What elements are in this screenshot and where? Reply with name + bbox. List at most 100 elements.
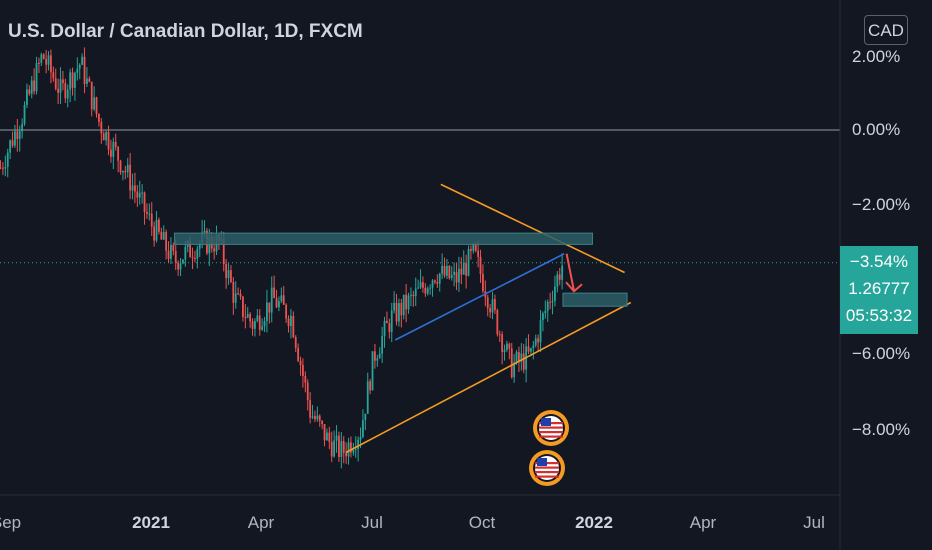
- candle: [302, 358, 304, 388]
- candle: [261, 318, 264, 331]
- currency-button[interactable]: CAD: [864, 15, 908, 45]
- candle: [470, 245, 472, 260]
- candle: [69, 68, 72, 103]
- candle: [78, 63, 81, 80]
- candle: [496, 308, 499, 337]
- candle: [30, 75, 33, 99]
- candle: [458, 256, 460, 292]
- price-axis-label: 0.00%: [852, 120, 901, 139]
- candle: [136, 185, 139, 207]
- candle: [35, 56, 38, 95]
- us-flag-event-icon[interactable]: [533, 410, 569, 446]
- candle: [441, 253, 444, 279]
- candle: [431, 279, 434, 297]
- current-price-tag: −3.54% 1.26777 05:53:32: [840, 246, 918, 334]
- candle: [177, 260, 180, 276]
- candle: [393, 291, 396, 314]
- candle: [86, 67, 88, 88]
- candle: [107, 125, 110, 156]
- resistance-zone[interactable]: [173, 232, 594, 245]
- candle: [148, 203, 151, 221]
- candle: [539, 310, 542, 353]
- candle: [16, 119, 19, 152]
- candle: [491, 291, 494, 320]
- candle: [316, 406, 319, 422]
- ascending-trendline[interactable]: [345, 301, 632, 454]
- descending-trendline[interactable]: [440, 183, 625, 274]
- chart-title: U.S. Dollar / Canadian Dollar, 1D, FXCM: [8, 21, 363, 42]
- candle: [38, 57, 40, 74]
- candle: [54, 68, 57, 91]
- candle: [11, 131, 14, 148]
- candle: [518, 346, 520, 373]
- candle: [88, 76, 91, 83]
- candle: [81, 53, 84, 66]
- candle: [369, 378, 372, 395]
- candle: [263, 316, 266, 333]
- candle: [383, 316, 386, 348]
- candle: [297, 343, 300, 363]
- axes-layer: [0, 0, 841, 550]
- candle: [194, 250, 196, 263]
- candle: [381, 326, 384, 363]
- candle: [506, 340, 508, 352]
- bar-countdown: 05:53:32: [845, 306, 913, 325]
- candle: [537, 334, 540, 351]
- candle: [100, 118, 103, 144]
- candle: [299, 356, 302, 376]
- time-axis-label: Apr: [689, 513, 717, 532]
- candle: [321, 420, 324, 430]
- us-flag-event-icon[interactable]: [529, 450, 565, 486]
- channel-line[interactable]: [394, 253, 565, 341]
- candle: [42, 53, 45, 60]
- candle: [410, 287, 412, 307]
- price-axis-label: −2.00%: [852, 195, 911, 214]
- candle: [527, 334, 530, 355]
- candle: [0, 160, 2, 170]
- support-zone[interactable]: [562, 292, 628, 307]
- candle: [162, 225, 165, 241]
- candle: [40, 52, 43, 66]
- down-arrow-icon[interactable]: [565, 253, 583, 293]
- drawings-layer[interactable]: [173, 183, 632, 486]
- candle: [172, 242, 175, 256]
- candle: [335, 425, 338, 453]
- candle: [503, 344, 506, 361]
- candle: [143, 191, 146, 225]
- candle: [246, 306, 249, 319]
- candle: [134, 172, 136, 204]
- candle: [292, 311, 295, 339]
- candle: [244, 304, 247, 329]
- candle: [326, 428, 328, 441]
- candle: [126, 157, 129, 178]
- candle: [366, 372, 369, 414]
- candle: [556, 271, 559, 293]
- candle: [184, 241, 187, 267]
- candle: [234, 281, 237, 309]
- candle: [446, 258, 448, 280]
- price-axis-label: −8.00%: [852, 420, 911, 439]
- candle: [14, 124, 16, 148]
- candle: [467, 245, 470, 277]
- candle: [486, 294, 489, 317]
- candle: [386, 311, 388, 324]
- candle: [275, 289, 278, 309]
- candle: [510, 342, 513, 379]
- candle: [479, 249, 482, 283]
- candle: [494, 294, 496, 314]
- candle: [453, 262, 456, 287]
- candle: [129, 153, 132, 200]
- candle: [62, 70, 64, 91]
- candle: [561, 253, 564, 290]
- candle: [544, 300, 547, 319]
- candle: [549, 292, 552, 310]
- candle: [227, 263, 230, 285]
- candle: [74, 71, 76, 101]
- candle: [534, 334, 537, 348]
- candle: [182, 259, 184, 265]
- candle: [448, 265, 451, 280]
- candle: [110, 139, 112, 163]
- candle: [9, 139, 12, 160]
- candle: [83, 47, 86, 94]
